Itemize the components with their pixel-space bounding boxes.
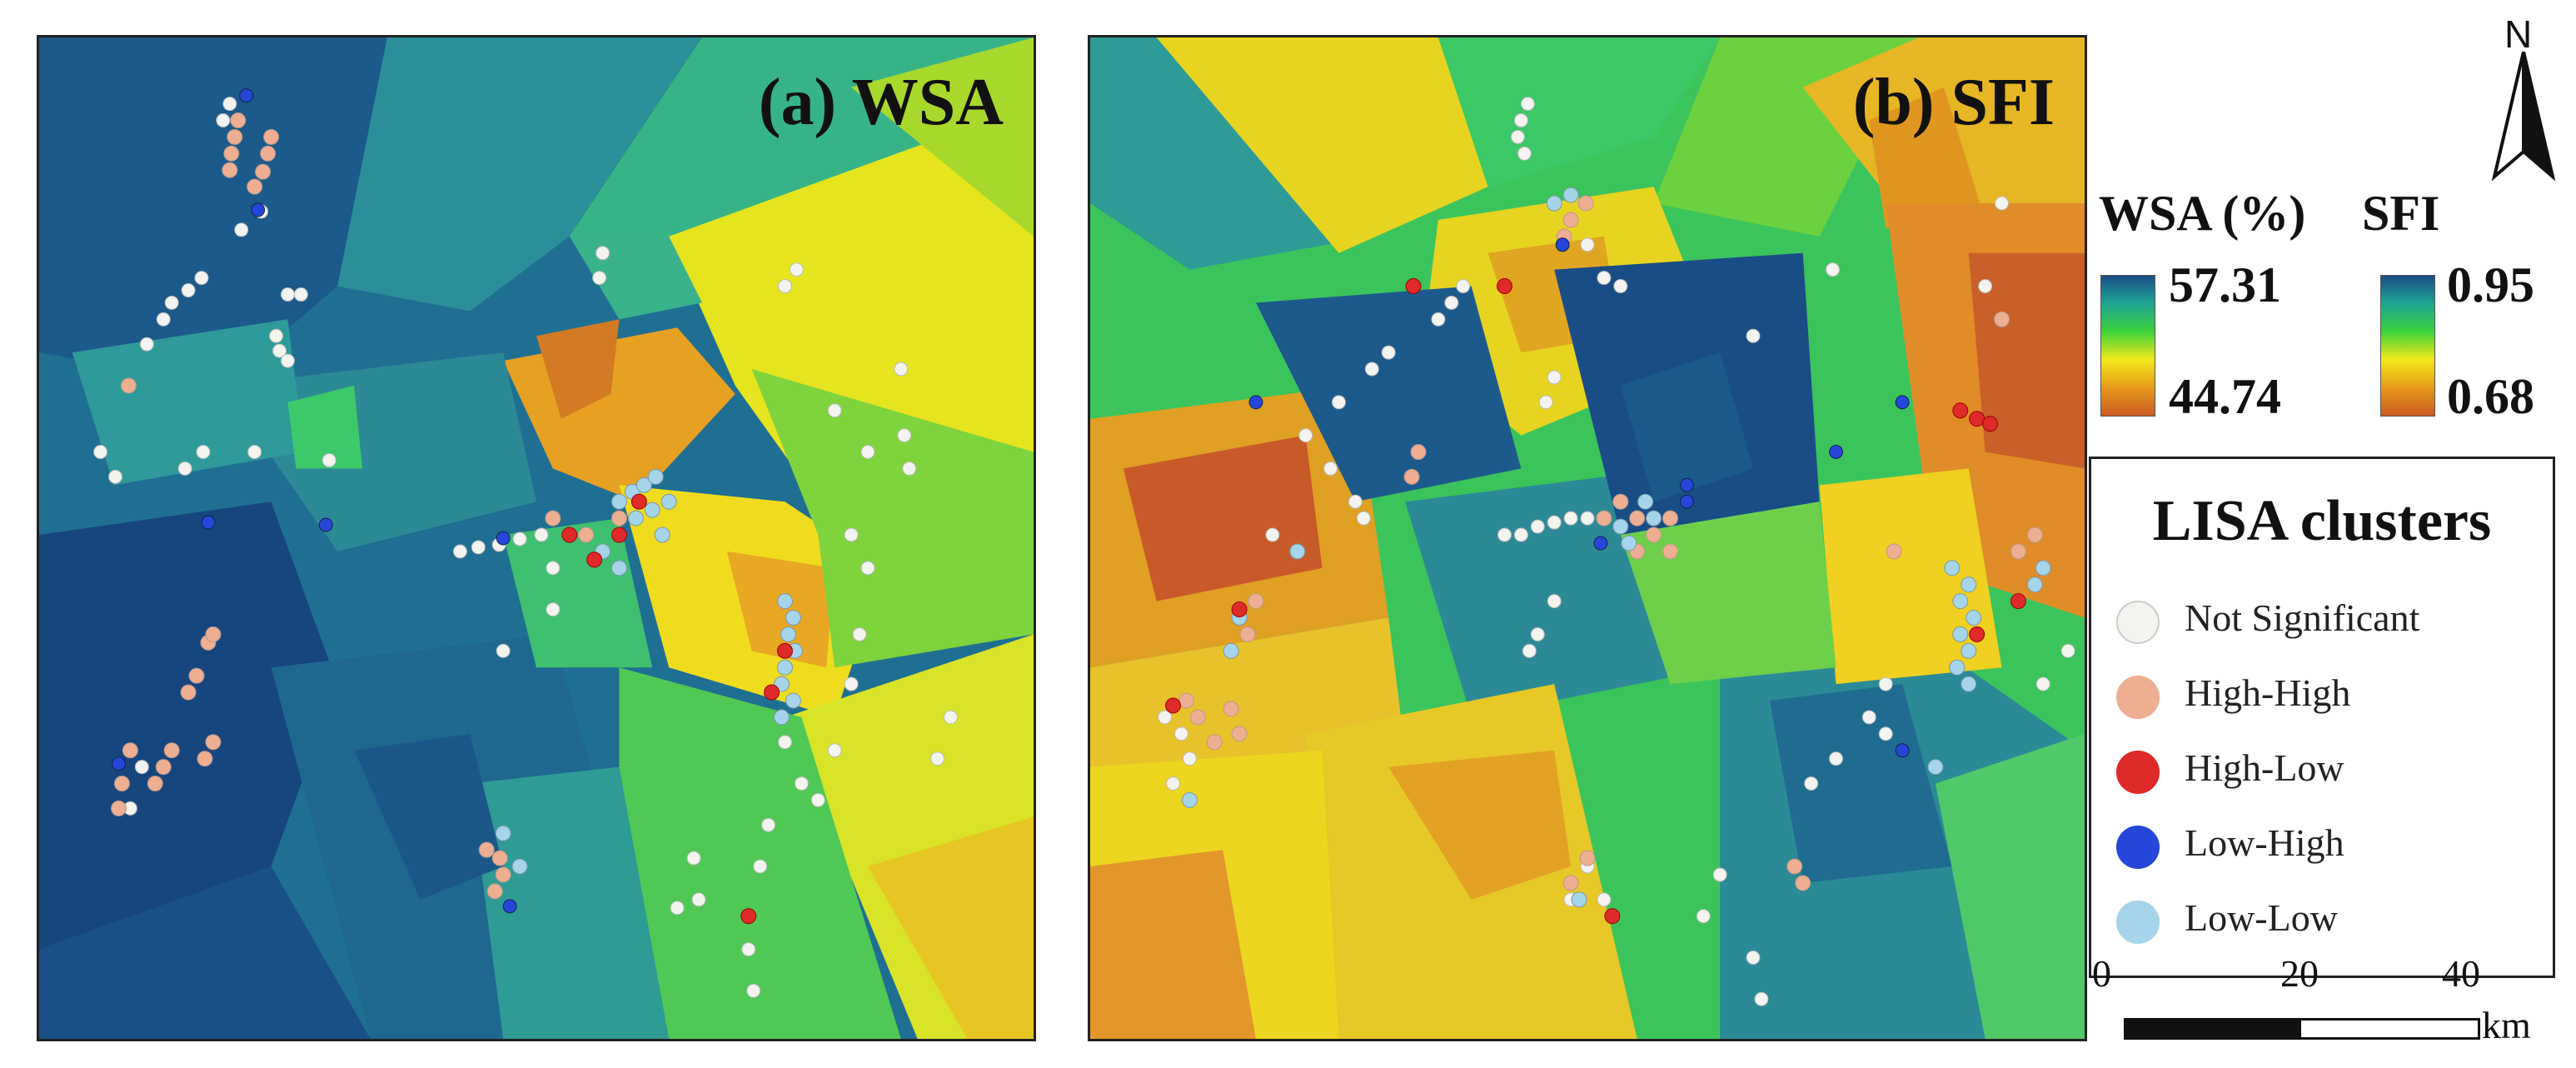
scale-tick-20: 20 [2280, 952, 2319, 995]
panel-title-sfi: (b) SFI [1852, 66, 2055, 139]
lisa-label-low-low: Low-Low [2185, 896, 2338, 939]
lisa-label-high-low: High-Low [2185, 746, 2344, 789]
lisa-item-high-low: High-Low [2116, 742, 2549, 801]
legend-title-wsa: WSA (%) [2099, 186, 2306, 241]
scale-bar [2124, 1018, 2480, 1040]
wsa-min-label: 44.74 [2169, 369, 2281, 424]
north-label: N [2504, 12, 2533, 56]
lisa-label-low-high: Low-High [2185, 821, 2344, 864]
lisa-swatch-high-low [2116, 751, 2160, 794]
map-panel-sfi: (b) SFI [1088, 35, 2087, 1041]
lisa-swatch-high-high [2116, 676, 2160, 719]
sfi-lisa-points [1158, 97, 2075, 1006]
panel-title-wsa: (a) WSA [758, 66, 1004, 139]
lisa-item-low-high: Low-High [2116, 817, 2549, 876]
north-arrow: N [2486, 15, 2561, 182]
lisa-swatch-not-significant [2116, 601, 2160, 644]
scale-tick-40: 40 [2442, 952, 2480, 995]
scale-tick-0: 0 [2092, 952, 2111, 995]
legend-title-sfi: SFI [2362, 186, 2440, 241]
wsa-surface [39, 37, 1034, 1039]
wsa-color-ramp [2100, 275, 2155, 417]
lisa-item-low-low: Low-Low [2116, 892, 2549, 951]
sfi-min-label: 0.68 [2447, 369, 2534, 424]
wsa-lisa-points [93, 88, 958, 998]
wsa-max-label: 57.31 [2169, 257, 2281, 312]
lisa-legend: LISA clusters Not Significant High-High … [2089, 457, 2555, 978]
north-arrow-icon [2491, 52, 2556, 182]
lisa-item-high-high: High-High [2116, 667, 2549, 726]
map-panel-wsa: (a) WSA [37, 35, 1036, 1041]
lisa-label-not-significant: Not Significant [2185, 596, 2420, 639]
lisa-item-not-significant: Not Significant [2116, 592, 2549, 651]
lisa-swatch-low-low [2116, 901, 2160, 944]
scale-bar-black-segment [2126, 1021, 2301, 1037]
lisa-swatch-low-high [2116, 826, 2160, 869]
sfi-max-label: 0.95 [2447, 257, 2534, 312]
lisa-legend-title: LISA clusters [2152, 489, 2492, 553]
lisa-label-high-high: High-High [2185, 671, 2351, 714]
scale-unit: km [2482, 1004, 2531, 1046]
sfi-color-ramp [2380, 275, 2435, 417]
